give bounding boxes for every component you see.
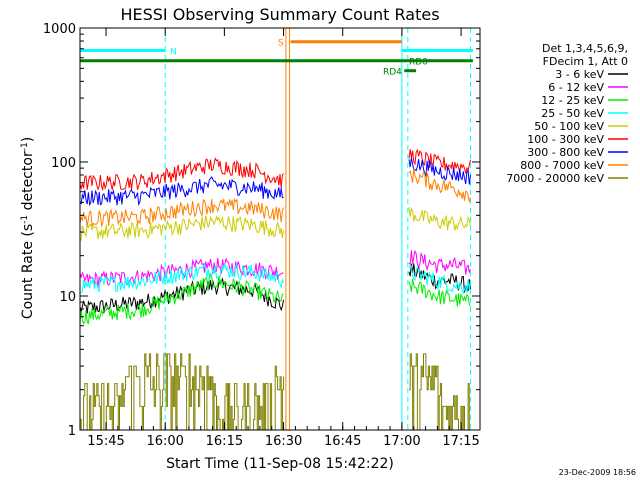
series-line-7-before — [79, 197, 285, 228]
y-axis-label-main: Count Rate (s — [20, 224, 36, 319]
legend-header-1: FDecim 1, Att 0 — [543, 55, 628, 68]
series-line-6-before — [79, 176, 284, 207]
series-line-8-after — [409, 353, 471, 431]
legend-entry-3: 25 - 50 keV — [541, 107, 604, 120]
series-line-3-before — [80, 262, 285, 293]
x-tick-label-6: 17:15 — [442, 434, 479, 449]
series-line-6-after — [408, 157, 471, 185]
y-tick-label-0: 1 — [68, 424, 76, 439]
chart-title: HESSI Observing Summary Count Rates — [120, 5, 439, 24]
flag-label-n: N — [170, 47, 177, 57]
y-axis-label-mid: detector — [20, 151, 36, 215]
y-axis-label: Count Rate (s-1 detector-1) — [20, 137, 36, 319]
series-line-0-before — [79, 277, 285, 314]
legend: Det 1,3,4,5,6,9,FDecim 1, Att 03 - 6 keV… — [506, 42, 628, 185]
legend-entry-2: 12 - 25 keV — [541, 94, 604, 107]
legend-entry-1: 6 - 12 keV — [548, 81, 604, 94]
flag-label-s: S — [278, 39, 284, 49]
legend-entry-7: 800 - 7000 keV — [520, 159, 604, 172]
series-line-7-after — [408, 168, 471, 203]
legend-header-0: Det 1,3,4,5,6,9, — [542, 42, 628, 55]
series-line-8-before — [80, 353, 285, 431]
y-axis-label-sup1: -1 — [20, 215, 30, 224]
plot-frame — [79, 27, 481, 431]
axes: 15:45 16:00 16:15 16:30 16:45 17:00 17:15 1 10 10… — [43, 22, 481, 449]
x-tick-label-4: 16:45 — [324, 434, 361, 449]
series-line-2-before — [79, 272, 284, 325]
legend-entry-6: 300 - 800 keV — [527, 146, 604, 159]
series-line-4-after — [408, 206, 471, 231]
series-line-4-before — [79, 215, 285, 241]
legend-entry-8: 7000 - 20000 keV — [506, 172, 604, 185]
x-axis-label: Start Time (11-Sep-08 15:42:22) — [166, 456, 394, 472]
flag-label-rd0: RD0 — [409, 58, 428, 68]
series-line-3-after — [408, 265, 471, 294]
series-line-2-after — [408, 278, 471, 307]
x-tick-label-1: 16:00 — [146, 434, 183, 449]
y-tick-label-3: 1000 — [43, 22, 76, 37]
x-tick-label-3: 16:30 — [265, 434, 302, 449]
footer-timestamp: 23-Dec-2009 18:56 — [559, 468, 636, 477]
legend-entry-5: 100 - 300 keV — [527, 133, 604, 146]
y-tick-label-1: 10 — [59, 290, 76, 305]
legend-entry-4: 50 - 100 keV — [534, 120, 604, 133]
series-line-5-after — [408, 148, 471, 174]
plot-area: N S RD0 RD4 — [79, 28, 473, 431]
flag-label-rd4: RD4 — [383, 68, 402, 78]
y-axis-label-end: ) — [20, 137, 36, 142]
x-tick-label-0: 15:45 — [87, 434, 124, 449]
y-axis-label-sup2: -1 — [20, 142, 30, 151]
y-tick-label-2: 100 — [51, 156, 76, 171]
legend-entry-0: 3 - 6 keV — [555, 68, 604, 81]
series-line-1-after — [408, 249, 471, 275]
x-tick-label-5: 17:00 — [383, 434, 420, 449]
series-line-5-before — [79, 157, 284, 192]
x-tick-label-2: 16:15 — [206, 434, 243, 449]
